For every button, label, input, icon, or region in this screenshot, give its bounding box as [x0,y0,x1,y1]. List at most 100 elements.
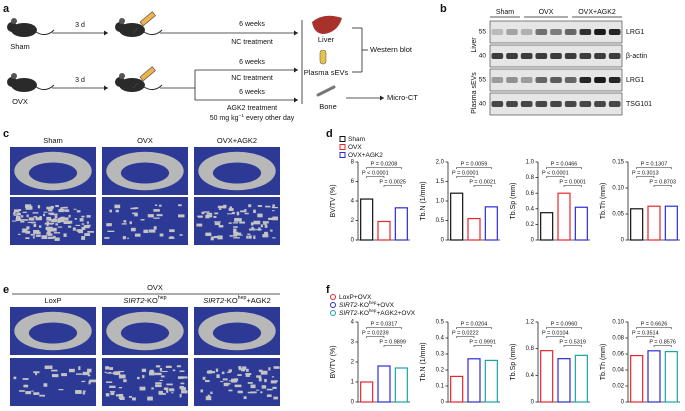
ct-trabecula [63,233,67,237]
ct-trabecula [33,223,37,227]
ct-trabecula [47,229,51,233]
significance-bracket [636,336,655,338]
ct-trabecula [244,208,247,211]
arrow-head [104,30,108,36]
ct-trabecula [234,378,239,382]
ct-trabecula [22,378,29,380]
label: 55 [479,77,487,84]
ct-trabecula [82,371,90,376]
ct-trabecula [271,376,275,378]
blot-band [594,77,606,83]
label-part: -KO [357,302,369,309]
syringe-icon [132,82,139,89]
mouse-icon [119,78,145,92]
ct-trabecula [25,230,31,234]
ct-trabecula [156,214,163,217]
ct-trabecula [59,218,65,223]
ct-trabecula [142,375,145,379]
ct-trabecula [263,223,267,225]
p-value: P = 0.8703 [649,179,676,185]
label: SIRT2-KOhep+AGK2 [203,295,271,305]
p-value: P = 0.8576 [649,339,676,345]
significance-bracket [636,176,655,178]
ct-trabecula [130,207,136,210]
ct-trabecula [155,384,162,388]
y-tick-label: 1.2 [526,320,535,326]
mouse-icon [115,77,125,87]
blot-band [608,77,621,83]
ct-trabecula [55,205,59,208]
ct-trabecula [13,212,16,215]
label-part: SIRT2 [339,302,358,309]
ct-trabecula [238,366,242,369]
ct-trabecula [28,217,35,221]
ct-trabecula [180,382,185,385]
bar [540,350,554,403]
ct-trabecula [197,215,203,218]
significance-bracket [366,336,385,338]
ct-trabecula [89,379,97,383]
p-value: P = 0.0317 [371,321,398,327]
ct-image [102,197,188,245]
ct-trabecula [265,205,271,208]
ct-trabecula [256,389,260,391]
bar [450,375,464,403]
label: OVX+AGK2 [578,9,616,16]
ct-trabecula [33,216,38,218]
ct-trabecula [47,222,55,225]
y-tick-label: 0.2 [526,222,535,228]
bar [630,208,644,241]
p-value: P < 0.0001 [542,170,569,176]
y-axis-label: BV/TV (%) [330,184,337,217]
p-value: P = 0.9899 [379,339,406,345]
panel-label: c [3,128,9,140]
panel-label: d [326,128,333,140]
ct-trabecula [158,204,162,207]
ct-trabecula [270,381,277,384]
ct-trabecula [206,370,210,373]
ct-marrow [212,162,262,184]
p-value: P = 0.3013 [632,170,659,176]
ct-trabecula [35,217,43,221]
ct-trabecula [179,393,182,398]
p-value: P = 0.3514 [632,330,659,336]
ct-trabecula [33,392,40,395]
ct-trabecula [169,236,174,239]
ct-trabecula [49,365,53,369]
ct-trabecula [217,236,222,239]
ct-trabecula [206,214,213,218]
ct-trabecula [106,381,113,383]
blot-band [535,101,548,107]
significance-bracket [366,167,402,169]
ct-trabecula [228,389,233,392]
ct-trabecula [196,215,203,217]
y-tick-label: 1.5 [436,179,445,185]
ct-trabecula [75,390,82,394]
significance-bracket [456,176,475,178]
bar [467,217,481,241]
ct-trabecula [106,372,114,374]
ct-trabecula [165,365,172,368]
ct-trabecula [129,221,132,225]
ct-trabecula [25,204,32,209]
ct-trabecula [214,222,221,226]
legend-label: LoxP+OVX [339,294,372,301]
legend-label: SIRT2-KOhep+AGK2+OVX [339,308,416,317]
ct-trabecula [57,226,63,228]
blot-band [594,53,606,59]
blot-band [564,29,577,35]
ct-trabecula [106,223,112,227]
ct-trabecula [27,221,32,223]
ct-trabecula [222,378,228,381]
ct-trabecula [78,229,84,234]
label: LoxP [44,296,61,305]
legend-marker [339,136,346,142]
blot-band [550,101,562,107]
ct-trabecula [232,222,239,224]
ct-trabecula [74,218,78,220]
label: LRG1 [626,29,644,36]
ct-trabecula [249,228,256,231]
ct-trabecula [25,237,30,240]
blot-band [550,53,562,59]
ct-trabecula [32,212,39,214]
